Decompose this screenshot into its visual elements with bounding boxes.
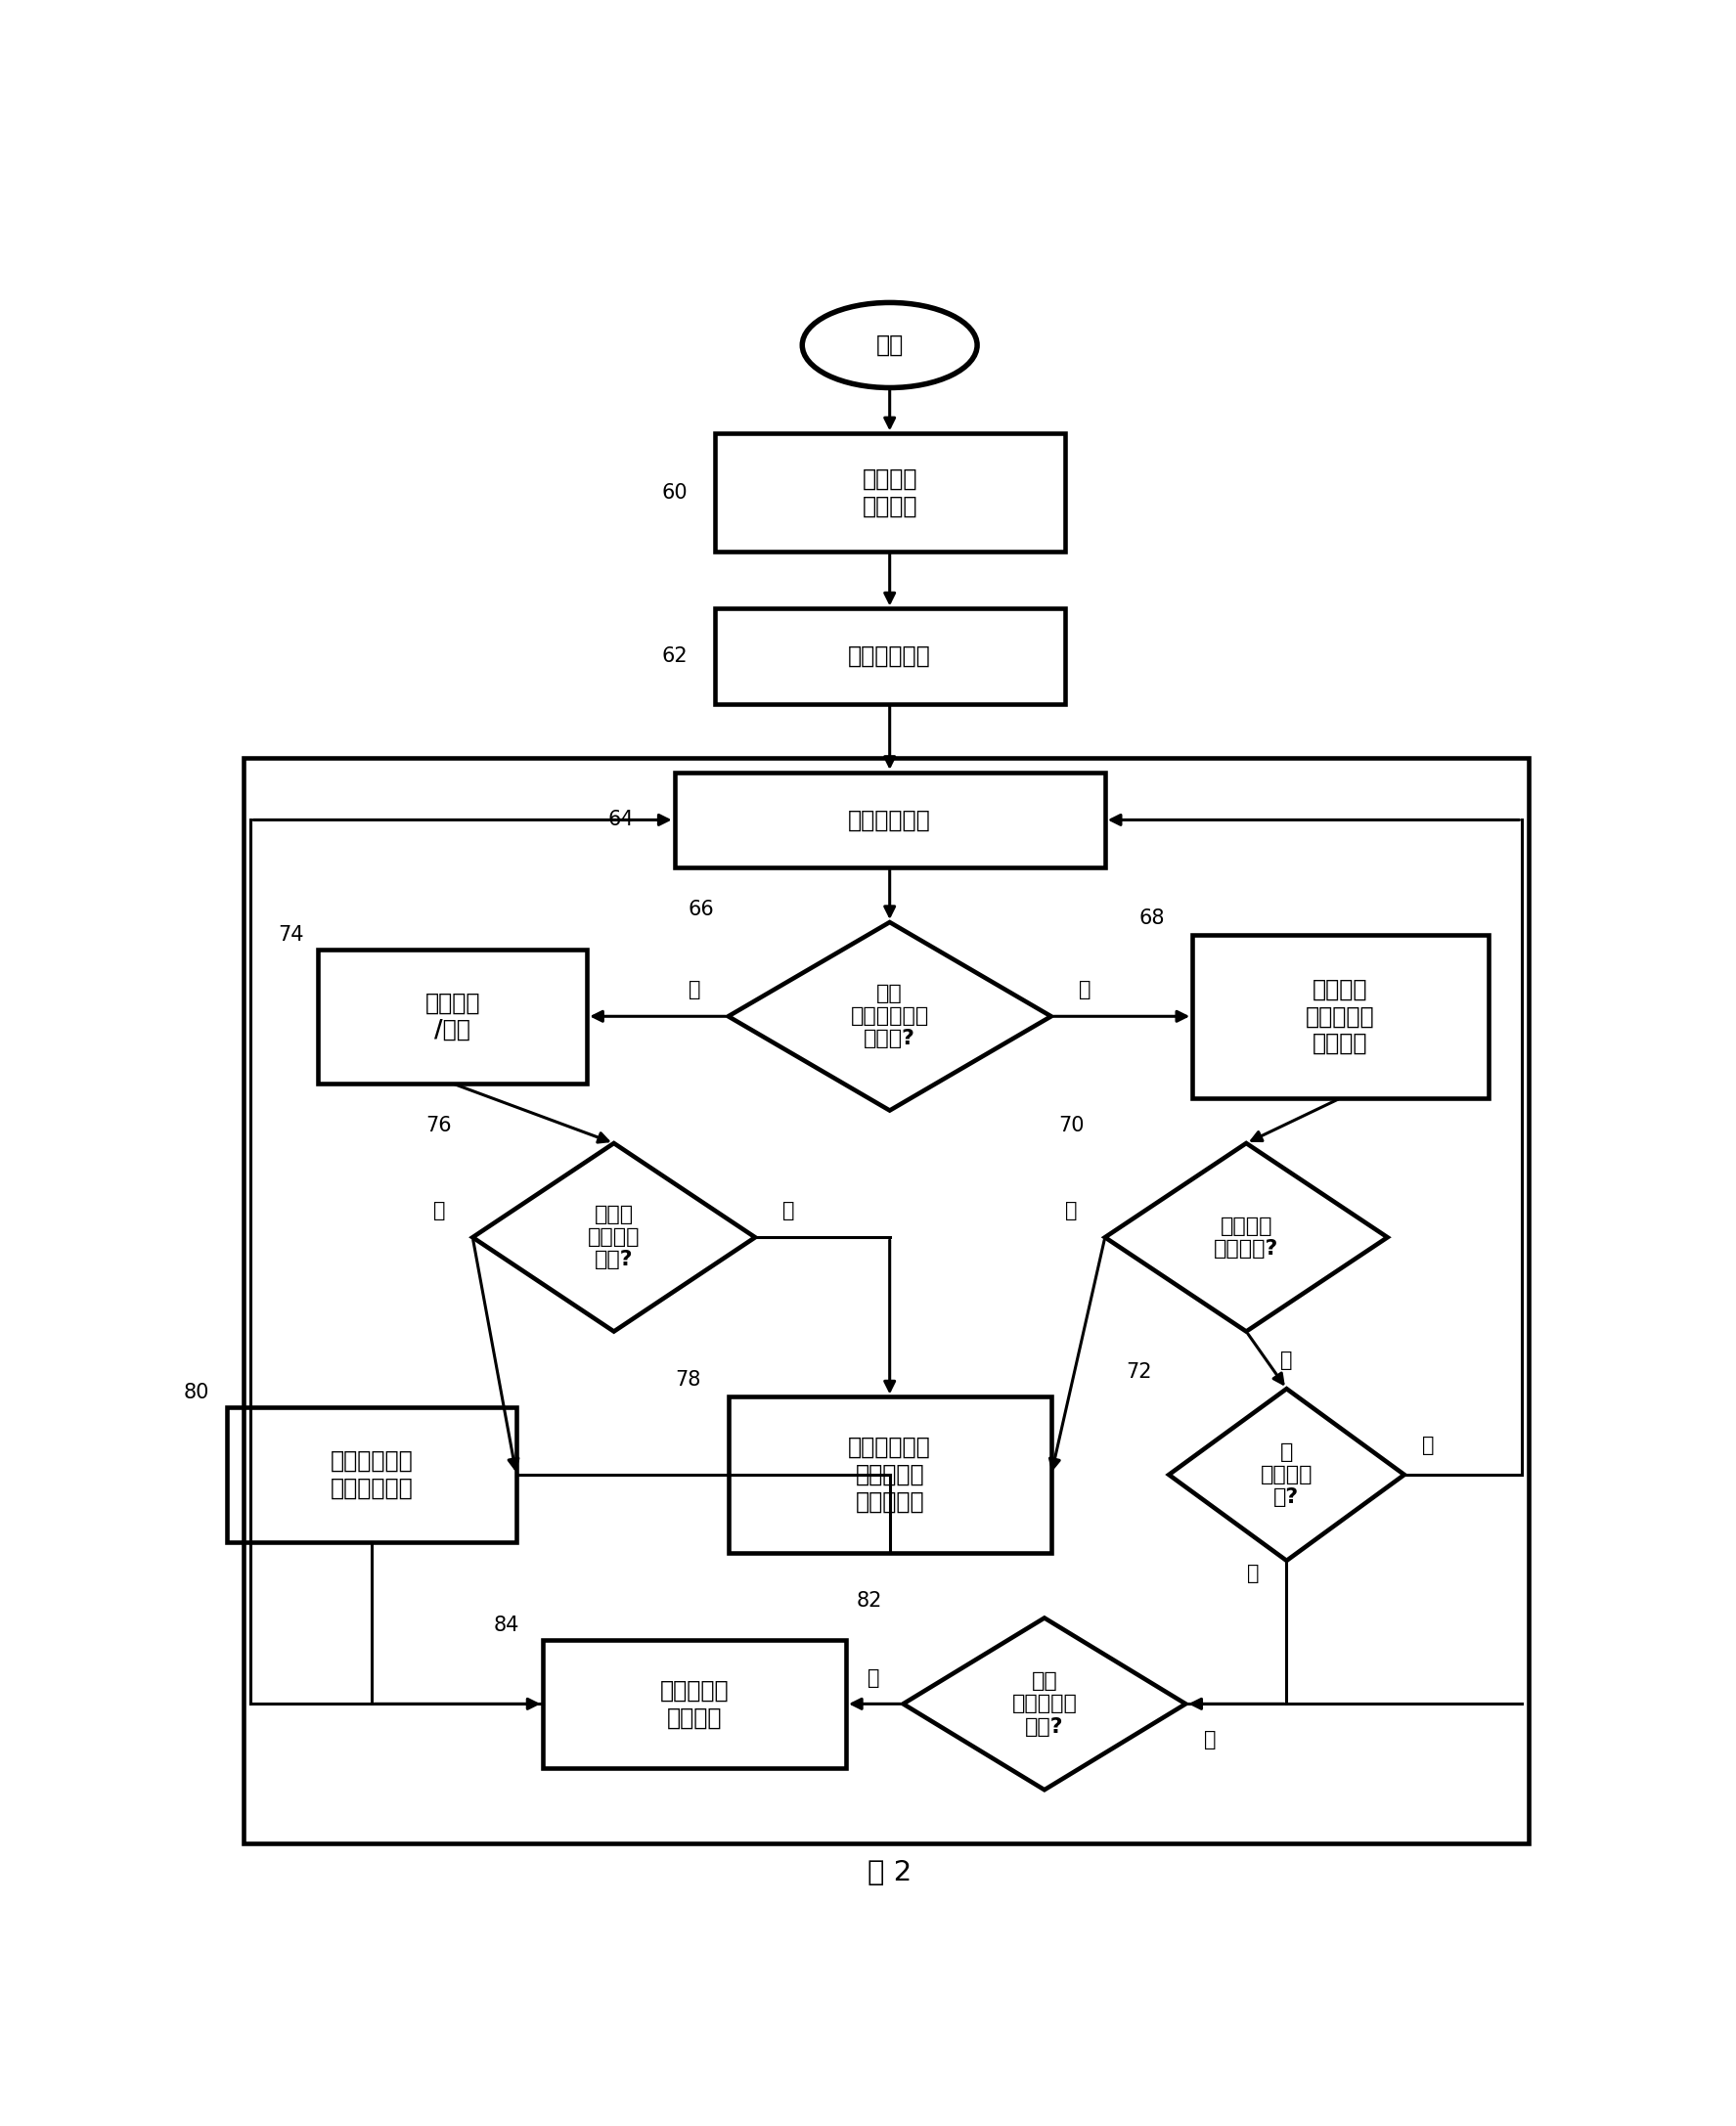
Text: 是: 是 — [1066, 1201, 1078, 1220]
Text: 将控制转换到
操作员选择
的控制方案: 将控制转换到 操作员选择 的控制方案 — [849, 1435, 930, 1514]
Text: 否: 否 — [1248, 1565, 1260, 1584]
Text: 执行伺服控制: 执行伺服控制 — [849, 808, 930, 831]
Bar — [543, 1639, 845, 1767]
Text: 否: 否 — [1203, 1731, 1215, 1750]
Text: 62: 62 — [661, 646, 687, 665]
Text: 图 2: 图 2 — [868, 1858, 911, 1886]
Text: 转换到首要
控制方案: 转换到首要 控制方案 — [660, 1680, 729, 1728]
Bar — [715, 434, 1064, 551]
Text: 发起反馈控制: 发起反馈控制 — [849, 644, 930, 668]
Text: 施加驱动
信号以生成
控制信号: 施加驱动 信号以生成 控制信号 — [1305, 978, 1375, 1054]
Text: 选择新的
控制方案?: 选择新的 控制方案? — [1213, 1216, 1279, 1259]
Text: 反馈
控制或者传感
器故障?: 反馈 控制或者传感 器故障? — [851, 984, 929, 1048]
Text: 80: 80 — [184, 1384, 210, 1403]
Text: 选择首要
控制方案: 选择首要 控制方案 — [863, 468, 917, 519]
Bar — [674, 772, 1104, 867]
Text: 72: 72 — [1125, 1363, 1151, 1382]
Bar — [1193, 935, 1488, 1099]
Text: 76: 76 — [425, 1116, 451, 1135]
Text: 70: 70 — [1059, 1116, 1085, 1135]
Text: 84: 84 — [493, 1616, 519, 1635]
Text: 64: 64 — [608, 810, 634, 829]
Text: 78: 78 — [675, 1369, 701, 1390]
Text: 66: 66 — [687, 899, 715, 921]
Bar — [715, 608, 1064, 704]
Text: 是: 是 — [1422, 1435, 1434, 1454]
Text: 是: 是 — [689, 980, 701, 999]
Text: 否: 否 — [1078, 980, 1090, 999]
Text: 是: 是 — [868, 1669, 880, 1688]
Text: 操作员
响应或者
选择?: 操作员 响应或者 选择? — [589, 1205, 641, 1269]
Text: 首要
方案问题被
修复?: 首要 方案问题被 修复? — [1012, 1671, 1076, 1737]
Bar — [318, 948, 587, 1084]
Text: 否: 否 — [1279, 1350, 1292, 1369]
Text: 74: 74 — [278, 925, 304, 944]
Text: 82: 82 — [856, 1590, 882, 1612]
Bar — [729, 1397, 1050, 1552]
Text: 在
首要方案
中?: 在 首要方案 中? — [1260, 1441, 1312, 1507]
Bar — [227, 1407, 516, 1541]
Text: 发送警报
/告警: 发送警报 /告警 — [425, 991, 481, 1042]
Text: 60: 60 — [661, 483, 687, 502]
Bar — [243, 757, 1529, 1843]
Text: 是: 是 — [783, 1201, 795, 1220]
Text: 68: 68 — [1139, 908, 1165, 927]
Text: 将控制转换到
次要控制方案: 将控制转换到 次要控制方案 — [330, 1450, 413, 1501]
Text: 开始: 开始 — [877, 334, 903, 357]
Text: 否: 否 — [432, 1201, 444, 1220]
